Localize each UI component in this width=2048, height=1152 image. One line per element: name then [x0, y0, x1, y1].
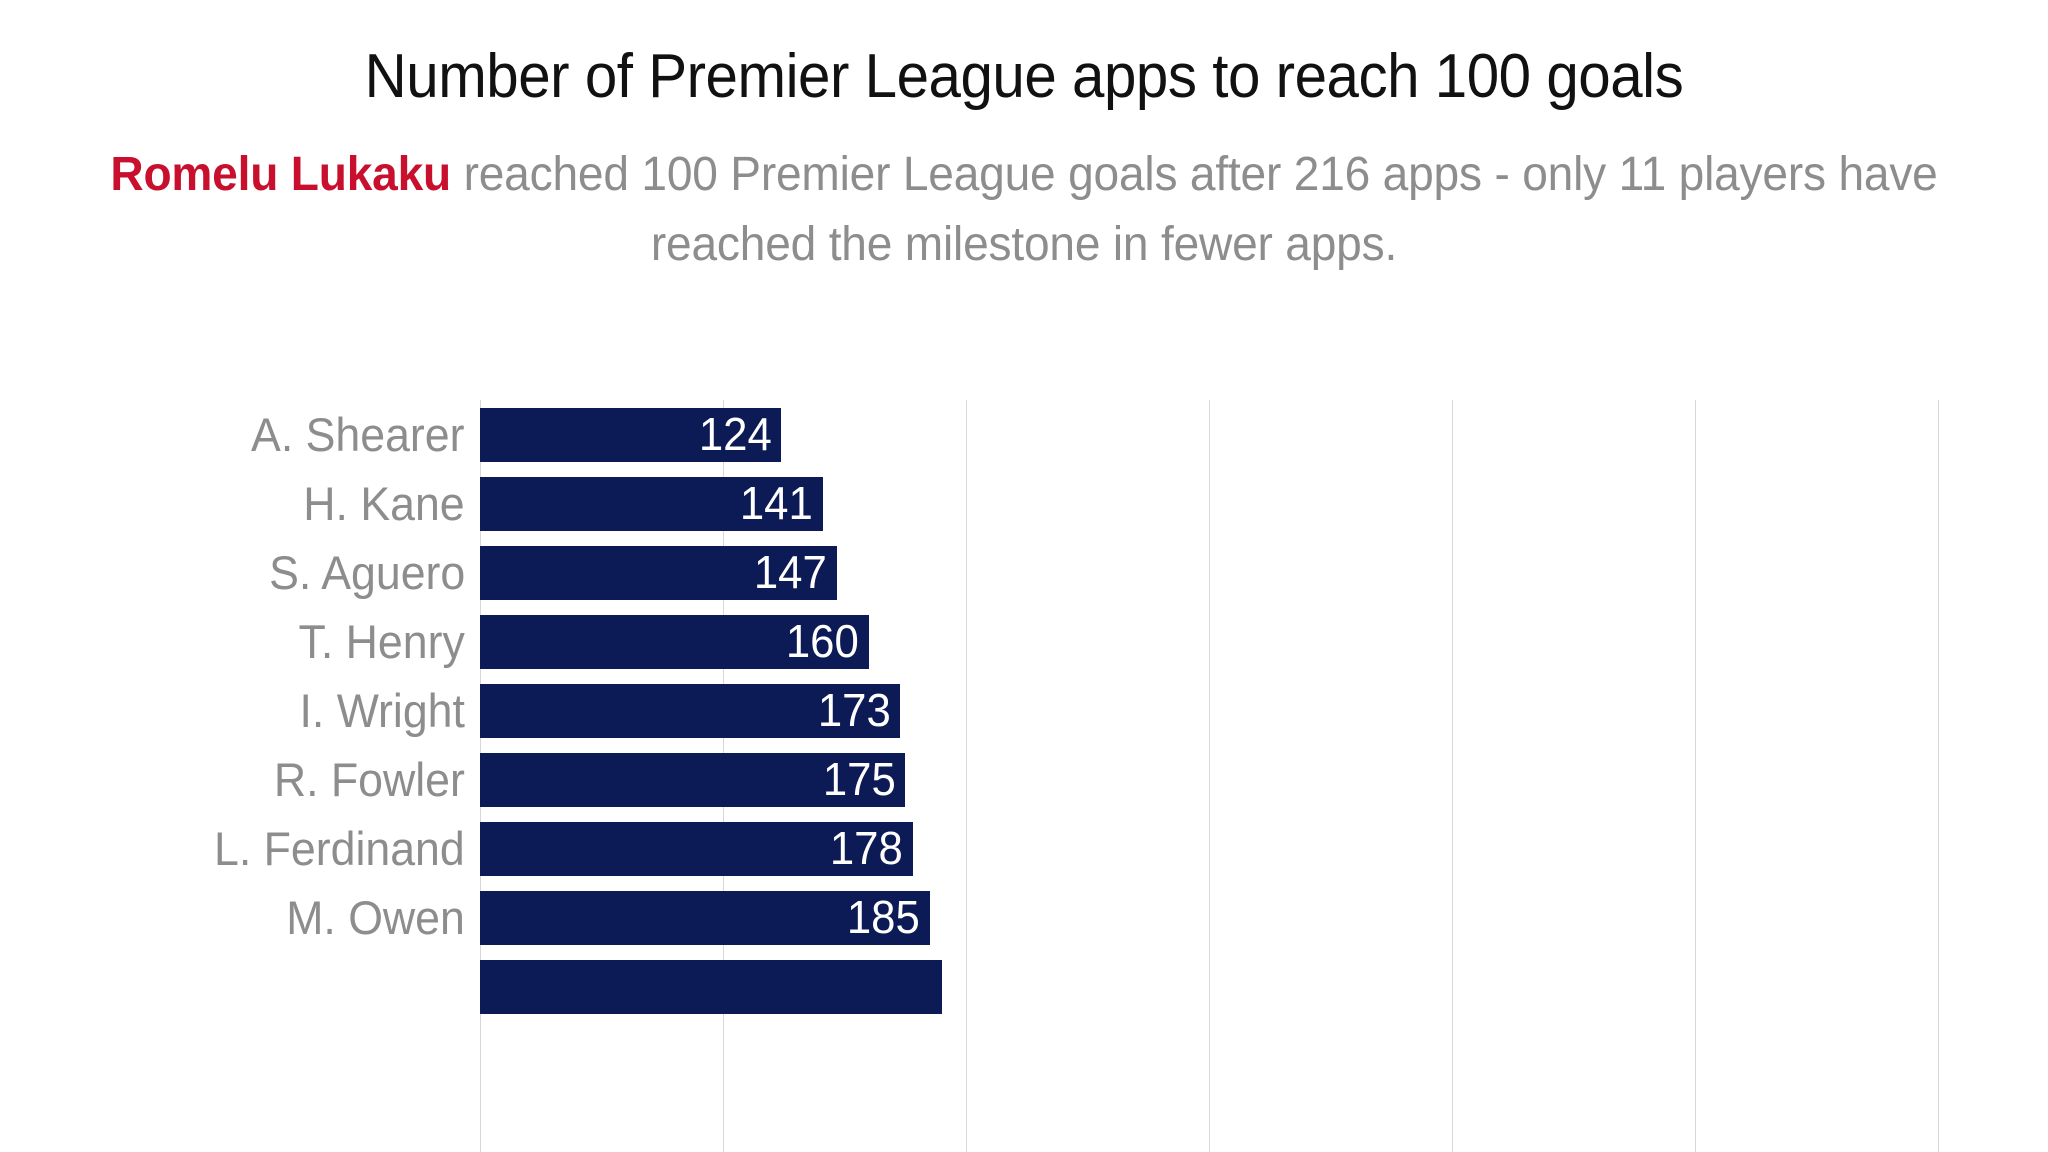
bar[interactable] [480, 960, 942, 1014]
bar[interactable]: 173 [480, 684, 901, 738]
bar-category-label [465, 952, 480, 1021]
bar-rows: A. Shearer 124 H. Kane 141 S. Aguero 147 T. He… [0, 400, 2048, 1021]
bar-value-label: 141 [739, 477, 813, 529]
bar[interactable]: 185 [480, 891, 930, 945]
bar-category-label: H. Kane [303, 477, 465, 530]
bar-value-label: 173 [817, 684, 891, 736]
bar-row[interactable]: T. Henry 160 [0, 607, 2048, 676]
bar[interactable]: 175 [480, 753, 906, 807]
bar-row[interactable]: H. Kane 141 [0, 469, 2048, 538]
bar-row[interactable]: A. Shearer 124 [0, 400, 2048, 469]
bar-category-label: S. Aguero [268, 546, 465, 599]
plot-area: A. Shearer 124 H. Kane 141 S. Aguero 147 T. He… [0, 400, 2048, 1152]
bar-wrapper: 178 [480, 822, 913, 876]
bar-value-label: 147 [754, 546, 828, 598]
bar-category-label: R. Fowler [273, 753, 465, 806]
bar-wrapper: 175 [480, 753, 906, 807]
bar-row[interactable]: M. Owen 185 [0, 883, 2048, 952]
subtitle-body-text: reached 100 Premier League goals after 2… [450, 148, 1938, 271]
bar-value-label: 178 [829, 822, 903, 874]
bar-value-label: 124 [698, 408, 772, 460]
bar-category-label: I. Wright [299, 684, 465, 737]
bar-wrapper [480, 960, 942, 1014]
chart-subtitle: Romelu Lukaku reached 100 Premier League… [41, 140, 2007, 280]
bar-row[interactable]: L. Ferdinand 178 [0, 814, 2048, 883]
bar-value-label: 175 [822, 753, 896, 805]
bar-category-label: M. Owen [286, 891, 465, 944]
bar-value-label: 160 [785, 615, 859, 667]
bar[interactable]: 141 [480, 477, 823, 531]
bar-value-label: 185 [846, 891, 920, 943]
subtitle-highlight-player: Romelu Lukaku [110, 148, 451, 201]
bar-category-label: A. Shearer [251, 408, 465, 461]
bar-category-label: L. Ferdinand [214, 822, 465, 875]
bar-row[interactable] [0, 952, 2048, 1021]
bar-wrapper: 160 [480, 615, 869, 669]
bar-row[interactable]: I. Wright 173 [0, 676, 2048, 745]
bar-wrapper: 124 [480, 408, 782, 462]
bar-row[interactable]: R. Fowler 175 [0, 745, 2048, 814]
bar-wrapper: 185 [480, 891, 930, 945]
bar-wrapper: 141 [480, 477, 823, 531]
bar-category-label: T. Henry [298, 615, 465, 668]
bar-chart: A. Shearer 124 H. Kane 141 S. Aguero 147 T. He… [0, 400, 2048, 1152]
bar[interactable]: 147 [480, 546, 838, 600]
bar-wrapper: 173 [480, 684, 901, 738]
bar-wrapper: 147 [480, 546, 838, 600]
bar[interactable]: 124 [480, 408, 782, 462]
bar-row[interactable]: S. Aguero 147 [0, 538, 2048, 607]
chart-header: Number of Premier League apps to reach 1… [0, 0, 2048, 280]
page-title: Number of Premier League apps to reach 1… [364, 42, 1684, 111]
bar[interactable]: 160 [480, 615, 869, 669]
bar[interactable]: 178 [480, 822, 913, 876]
